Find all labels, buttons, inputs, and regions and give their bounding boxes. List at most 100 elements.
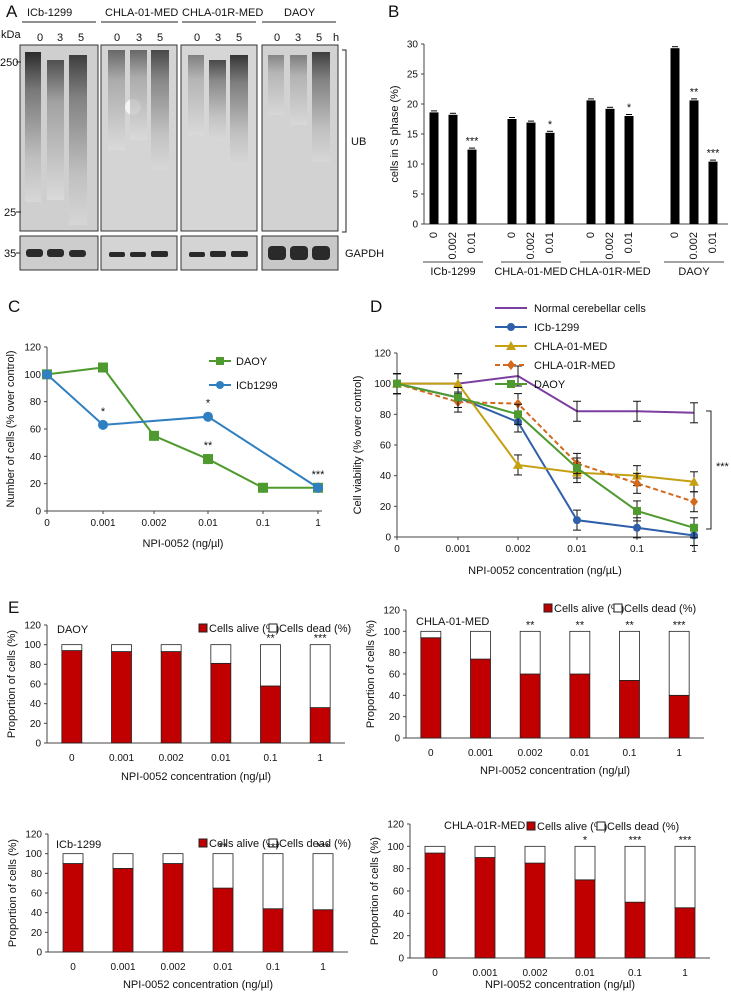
x-axis-title: NPI-0052 concentration (ng/µl): [123, 979, 273, 991]
data-point: [453, 378, 463, 388]
chart-title: DAOY: [57, 624, 89, 636]
data-point: [506, 341, 516, 350]
x-tick-label: 0.002: [688, 232, 700, 260]
blot-cell-line-2: CHLA-01-MED: [105, 7, 178, 19]
data-point: [573, 464, 581, 472]
y-tick-label: 120: [24, 621, 41, 632]
data-point: [633, 523, 641, 532]
y-tick-label: 80: [393, 864, 405, 875]
marker-35: 35: [4, 248, 16, 260]
bar: [507, 119, 517, 224]
time-0: 0: [114, 32, 120, 44]
y-tick-label: 60: [380, 441, 392, 452]
bar-segment: [162, 863, 184, 953]
bar-segment: [470, 658, 491, 739]
bar: [545, 132, 555, 224]
x-tick-label: 0.002: [159, 753, 184, 764]
x-tick-label: 0.1: [256, 518, 270, 529]
bar-segment: [162, 853, 184, 864]
ub-lane: [188, 55, 204, 135]
y-tick-label: 40: [30, 452, 42, 463]
bar-segment: [312, 853, 334, 911]
legend-label: Cells dead (%): [279, 623, 351, 635]
ub-lane: [25, 52, 41, 202]
gapdh-label: GAPDH: [345, 248, 384, 260]
x-tick-label: 0: [669, 232, 681, 238]
legend-swatch: [198, 623, 208, 633]
y-tick-label: 60: [30, 680, 42, 691]
y-tick-label: 20: [407, 100, 419, 111]
time-0: 0: [194, 32, 200, 44]
legend-label: Normal cerebellar cells: [534, 303, 646, 315]
y-tick-label: 80: [380, 410, 392, 421]
y-axis-title: Proportion of cells (%): [369, 837, 381, 945]
panel-label-d: D: [370, 297, 382, 316]
y-tick-label: 60: [389, 670, 401, 681]
y-tick-label: 60: [31, 889, 43, 900]
bar-segment: [262, 908, 284, 953]
x-tick-label: 0.01: [623, 232, 635, 253]
bar-segment: [312, 909, 334, 953]
bar-segment: [674, 907, 696, 959]
bar-segment: [309, 644, 331, 709]
bar-segment: [309, 707, 331, 744]
data-point: [216, 381, 224, 389]
legend-swatch: [198, 838, 208, 848]
significance-label: ***: [267, 842, 281, 854]
x-axis-title: NPI-0052 concentration (ng/µl): [480, 765, 630, 777]
group-label: ICb-1299: [430, 266, 475, 278]
bar-segment: [111, 644, 132, 652]
data-point: [313, 482, 323, 493]
y-tick-label: 80: [30, 397, 42, 408]
time-3: 3: [295, 32, 301, 44]
significance-bracket: [706, 410, 712, 530]
ub-lane: [312, 52, 330, 162]
marker-25: 25: [4, 207, 16, 219]
significance-label: *: [101, 406, 106, 418]
data-point: [513, 459, 523, 469]
x-tick-label: 0.001: [468, 748, 493, 759]
x-tick-label: 0: [428, 232, 440, 238]
x-axis-title: NPI-0052 (ng/µl): [143, 538, 224, 550]
significance-label: **: [576, 619, 585, 631]
ub-bracket: [342, 49, 347, 233]
x-tick-label: 0: [394, 544, 400, 555]
ub-lane: [268, 55, 284, 115]
significance-label: **: [204, 440, 213, 452]
x-tick-label: 0.1: [264, 753, 278, 764]
x-tick-label: 0: [585, 232, 597, 238]
y-tick-label: 120: [383, 606, 400, 617]
x-tick-label: 0.001: [472, 968, 497, 979]
bar-segment: [470, 630, 491, 660]
y-axis-title: Proportion of cells (%): [365, 620, 377, 728]
data-point: [514, 398, 522, 409]
x-tick-label: 0.002: [525, 232, 537, 260]
bar-segment: [574, 845, 596, 881]
group-label: CHLA-01-MED: [494, 266, 567, 278]
legend-label: Cells alive (%): [209, 623, 279, 635]
significance-label: *: [583, 834, 588, 846]
data-point: [507, 380, 515, 388]
y-tick-label: 20: [30, 719, 42, 730]
y-tick-label: 40: [393, 909, 405, 920]
data-point: [454, 393, 462, 402]
y-tick-label: 30: [407, 40, 419, 51]
data-point: [507, 323, 515, 331]
y-tick-label: 80: [30, 660, 42, 671]
legend-label: Cells dead (%): [279, 838, 351, 850]
x-tick-label: 0.1: [628, 968, 642, 979]
significance-label: ***: [679, 834, 693, 846]
y-tick-label: 120: [25, 830, 42, 841]
data-point: [507, 360, 515, 370]
y-axis-title: Cell viability (% over control): [352, 376, 364, 515]
x-tick-label: 1: [691, 544, 697, 555]
x-tick-label: 1: [315, 518, 321, 529]
x-tick-label: 0.01: [466, 232, 478, 253]
legend-label: Cells alive (%): [537, 821, 607, 833]
data-point: [633, 506, 641, 515]
legend-label: Cells alive (%): [209, 838, 279, 850]
y-tick-label: 20: [380, 502, 392, 513]
gapdh-band: [231, 251, 248, 257]
bar-segment: [519, 673, 541, 739]
